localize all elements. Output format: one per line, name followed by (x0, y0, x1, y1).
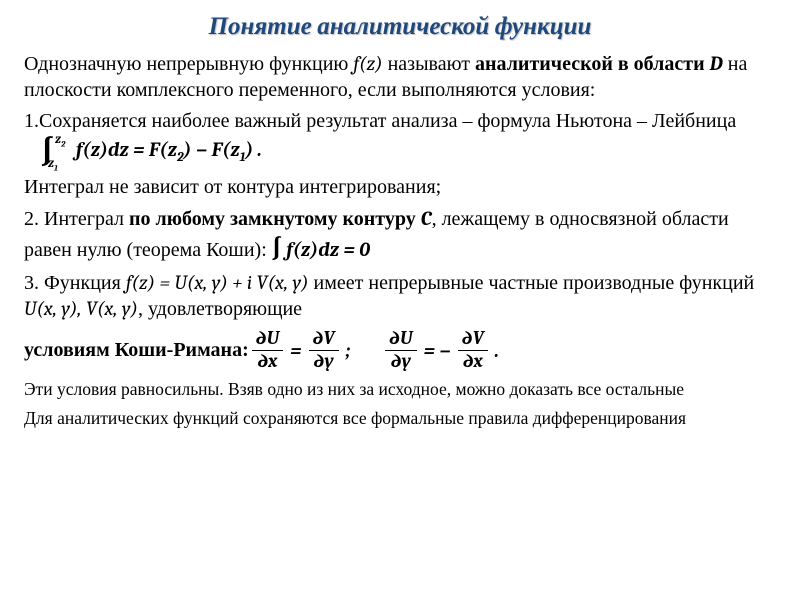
cauchy-expr: f(z)dz = 0 (282, 238, 370, 261)
para-equivalence: Эти условия равносильны. Взяв одно из ни… (24, 378, 776, 401)
integral-block: ∫ z1 z2 (38, 135, 68, 169)
para-cauchy-riemann: условиям Коши-Римана: ∂U∂x = ∂V∂y ; ∂U∂y… (24, 329, 776, 372)
text: имеет непрерывные частные производные фу… (309, 272, 755, 294)
period: . (495, 338, 499, 364)
math-fz: f(z) (353, 52, 382, 75)
para-definition: Однозначную непрерывную функцию f(z) наз… (24, 51, 776, 103)
frac-dV-dy: ∂V∂y (309, 329, 339, 372)
text: 3. Функция (24, 272, 126, 294)
math-U: U(x, y) (24, 297, 77, 320)
semicolon: ; (346, 338, 350, 364)
para-cond3: 3. Функция f(z) = U(x, y) + i V(x, y) им… (24, 270, 776, 323)
math-V: V(x, y) (86, 297, 138, 320)
eq-sign: = (290, 338, 301, 364)
math-C: C (421, 207, 432, 230)
frac-dU-dy: ∂U∂y (385, 329, 416, 372)
slide-title: Понятие аналитической функции (24, 12, 776, 41)
slide-content: Понятие аналитической функции Однозначну… (0, 0, 800, 443)
para-cond1: 1.Сохраняется наиболее важный результат … (24, 109, 776, 169)
math-fz-uv: f(z) = U(x, y) + i V(x, y) (126, 271, 309, 294)
integral-sign: ∫ (272, 234, 282, 262)
frac-dV-dx: ∂V∂x (458, 329, 488, 372)
text: Однозначную непрерывную функцию (24, 53, 353, 75)
text: называют (383, 53, 475, 75)
text: , удовлетворяющие (138, 298, 302, 320)
eq-neg: = − (424, 338, 451, 364)
text: 1.Сохраняется наиболее важный результат … (24, 110, 736, 132)
frac-dU-dx: ∂U∂x (252, 329, 283, 372)
int-upper: z2 (55, 132, 65, 150)
para-contour-indep: Интеграл не зависит от контура интегриро… (24, 175, 776, 201)
para-cond2: 2. Интеграл по любому замкнутому контуру… (24, 206, 776, 263)
comma: , (77, 297, 86, 320)
bold-closed-contour: по любому замкнутому контуру (129, 208, 421, 230)
int-lower: z1 (48, 156, 58, 174)
text: 2. Интеграл (24, 208, 129, 230)
bold-cr-label: условиям Коши-Римана: (24, 338, 249, 364)
newton-leibniz-expr: f(z)dz = F(z2) − F(z1) . (76, 138, 262, 161)
bold-analytic: аналитической в области (475, 53, 710, 75)
math-D: D (710, 52, 723, 75)
para-diff-rules: Для аналитических функций сохраняются вс… (24, 407, 776, 430)
